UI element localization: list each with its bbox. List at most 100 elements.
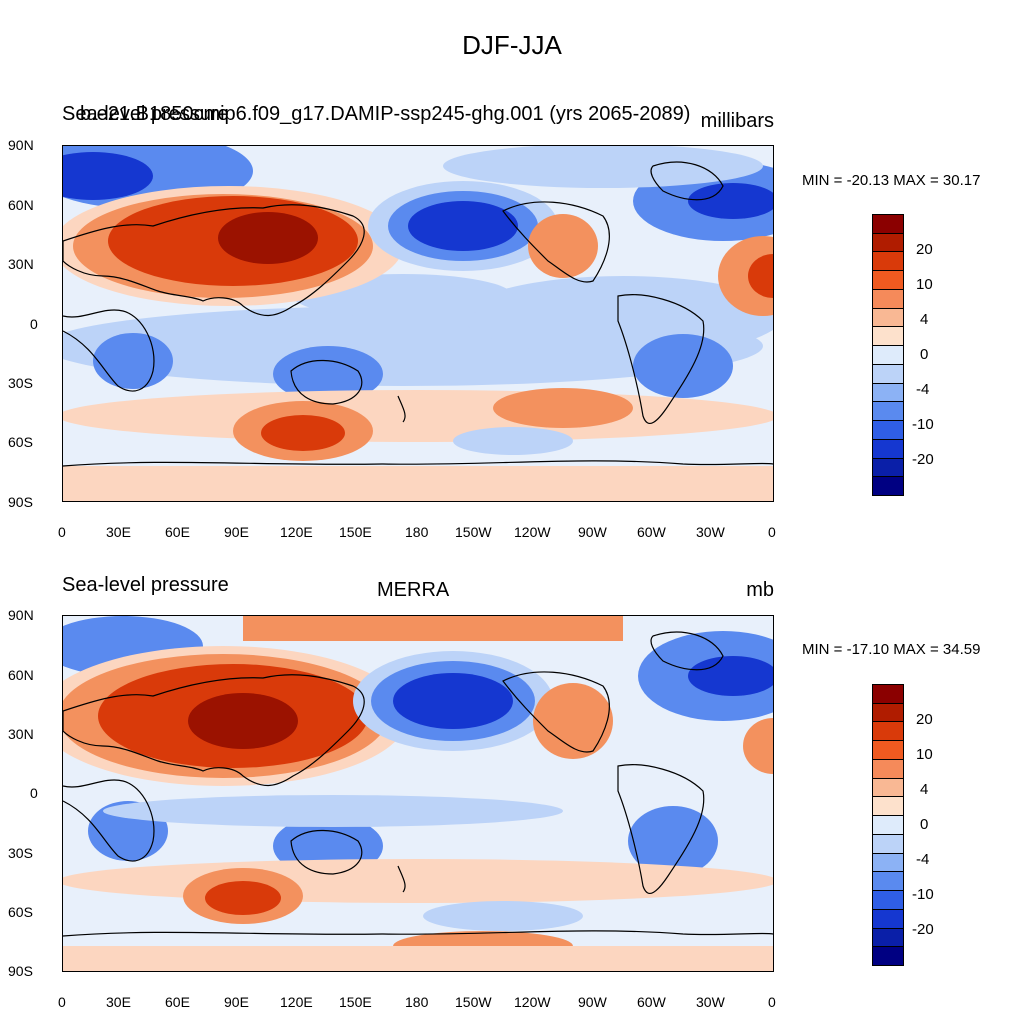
panel2-colorbar (872, 684, 904, 966)
panel1-min-max: MIN = -20.13 MAX = 30.17 (802, 172, 981, 189)
figure-title: DJF-JJA (462, 30, 562, 60)
colorbar-swatch (873, 346, 903, 365)
panel2-lon-label: 180 (405, 994, 429, 1010)
panel2-lon-label: 60E (165, 994, 190, 1010)
panel2-south-pacific-low (423, 901, 583, 931)
colorbar-swatch (873, 872, 903, 892)
panel2-lat-label: 30N (8, 726, 34, 742)
panel1-australia-low (273, 346, 383, 402)
panel2-iceland-low-core (688, 656, 773, 696)
panel1-atlantic-east-high (718, 236, 773, 316)
colorbar-swatch (873, 909, 903, 929)
panel2-lon-label: 120E (280, 994, 313, 1010)
panel2-lat-label: 90S (8, 963, 33, 979)
panel1-colorbar-label: 0 (920, 346, 929, 363)
panel2-colorbar-label: 20 (916, 711, 933, 728)
panel1-coastlines (63, 161, 773, 467)
panel2-antarctic-band (63, 946, 773, 971)
panel1-contour-field (63, 146, 773, 501)
panel2-lon-label: 0 (58, 994, 66, 1010)
colorbar-swatch (873, 722, 903, 742)
panel2-lon-label: 150E (339, 994, 372, 1010)
panel2-south-indian-band (103, 795, 563, 827)
colorbar-swatch (873, 797, 903, 817)
panel1-lat-label: 30S (8, 375, 33, 391)
colorbar-swatch (873, 252, 903, 272)
colorbar-swatch (873, 816, 903, 835)
panel1-map (62, 145, 774, 502)
panel1-arctic-band (443, 146, 763, 188)
panel1-antarctic-band (63, 466, 773, 501)
panel1-arctic-low-west-core (63, 152, 153, 200)
panel1-units: millibars (700, 110, 774, 132)
panel1-south-pacific-high (493, 388, 633, 428)
panel1-south-pacific-low (453, 427, 573, 455)
panel1-lat-label: 90S (8, 494, 33, 510)
panel1-lon-label: 0 (768, 524, 776, 540)
colorbar-swatch (873, 402, 903, 422)
panel2-north-america-high (533, 683, 613, 759)
panel1-lat-label: 0 (30, 316, 38, 332)
colorbar-swatch (873, 947, 903, 966)
panel2-colorbar-label: 4 (920, 781, 929, 798)
colorbar-swatch (873, 383, 903, 403)
panel2-lon-label: 90E (224, 994, 249, 1010)
panel1-atlantic-east-core (748, 254, 773, 298)
panel1-south-indian-core (261, 415, 345, 451)
panel1-colorbar (872, 214, 904, 496)
panel1-colorbar-label: 10 (916, 276, 933, 293)
panel2-variable-title: Sea-level pressure (62, 574, 229, 596)
panel1-southern-band (63, 390, 773, 442)
panel2-colorbar-label: 0 (920, 816, 929, 833)
panel2-lon-label: 90W (578, 994, 607, 1010)
panel1-colorbar-label: -10 (912, 416, 934, 433)
panel1-lon-label: 0 (58, 524, 66, 540)
colorbar-swatch (873, 891, 903, 910)
panel2-siberian-high-core (188, 693, 298, 749)
panel2-lat-label: 30S (8, 845, 33, 861)
panel1-lat-label: 90N (8, 137, 34, 153)
panel2-colorbar-label: 10 (916, 746, 933, 763)
colorbar-swatch (873, 834, 903, 854)
panel1-lon-label: 30W (696, 524, 725, 540)
colorbar-swatch (873, 703, 903, 723)
panel1-lat-label: 30N (8, 256, 34, 272)
panel2-colorbar-label: -20 (912, 921, 934, 938)
colorbar-swatch (873, 853, 903, 873)
panel1-south-america-low (633, 334, 733, 398)
panel2-units: mb (746, 579, 774, 601)
colorbar-swatch (873, 759, 903, 779)
panel2-lat-label: 60N (8, 667, 34, 683)
colorbar-swatch (873, 233, 903, 253)
colorbar-swatch (873, 685, 903, 704)
panel2-lon-label: 120W (514, 994, 551, 1010)
panel2-aleutian-core (393, 673, 513, 729)
panel2-lon-label: 30W (696, 994, 725, 1010)
panel1-lon-label: 30E (106, 524, 131, 540)
colorbar-swatch (873, 458, 903, 478)
colorbar-swatch (873, 439, 903, 459)
colorbar-swatch (873, 778, 903, 798)
panel1-colorbar-label: -4 (916, 381, 930, 398)
panel1-variable-title: Sea-level pressure (62, 103, 229, 125)
panel1-lon-label: 180 (405, 524, 429, 540)
colorbar-swatch (873, 741, 903, 760)
panel2-colorbar-label: -4 (916, 851, 930, 868)
panel1-iceland-low-core (688, 183, 773, 219)
colorbar-swatch (873, 928, 903, 948)
panel2-lon-label: 0 (768, 994, 776, 1010)
panel2-colorbar-label: -10 (912, 886, 934, 903)
colorbar-swatch (873, 289, 903, 309)
colorbar-swatch (873, 327, 903, 347)
panel2-contour-field (63, 616, 773, 971)
colorbar-swatch (873, 308, 903, 328)
panel2-lat-label: 60S (8, 904, 33, 920)
panel2-atlantic-east-high (743, 718, 773, 774)
panel2-lon-label: 60W (637, 994, 666, 1010)
colorbar-swatch (873, 215, 903, 234)
colorbar-swatch (873, 477, 903, 496)
panel1-colorbar-label: 20 (916, 241, 933, 258)
panel1-colorbar-label: 4 (920, 311, 929, 328)
panel1-lon-label: 90W (578, 524, 607, 540)
colorbar-swatch (873, 364, 903, 384)
